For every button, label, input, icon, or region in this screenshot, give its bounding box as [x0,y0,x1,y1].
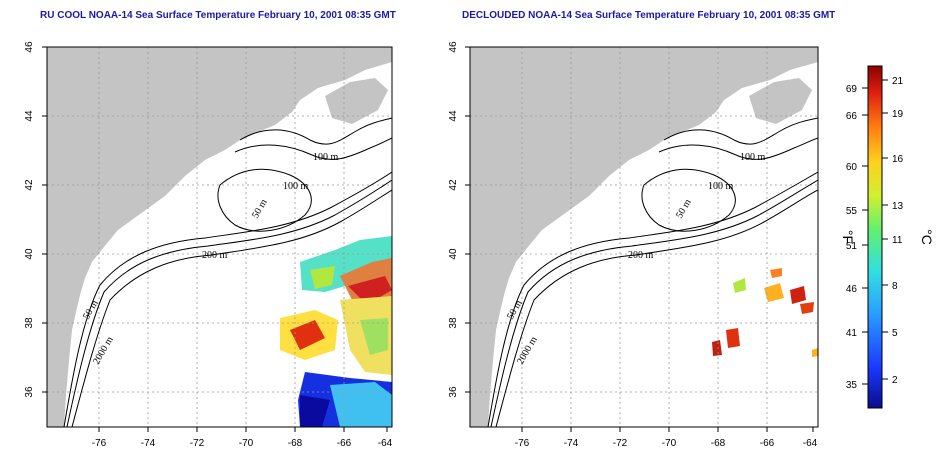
x-tick-label: -76 [515,438,530,449]
colorbar-tick-label-c: 2 [892,375,898,386]
panel-title-left: RU COOL NOAA-14 Sea Surface Temperature … [40,10,396,21]
y-tick-label: 36 [24,386,35,398]
colorbar-celsius-ticks: 21 19 16 13 11 8 5 2 [892,76,904,386]
y-tick-label: 42 [24,179,35,191]
colorbar-tick-label-c: 16 [892,154,904,165]
map-frame [46,46,393,428]
colorbar-tick-label-f: 51 [846,241,858,252]
colorbar-tick-label-f: 41 [846,328,858,339]
x-tick-label: -74 [564,438,579,449]
colorbar-gradient [867,65,883,409]
contour-label-200m: 200 m [628,250,654,261]
contour-label-100m-central: 100 m [708,181,734,192]
x-tick-label: -68 [711,438,726,449]
bathymetry-contours [63,117,392,427]
y-tick-label: 44 [448,110,459,122]
colorbar-tick-label-c: 5 [892,328,898,339]
y-tick-label: 36 [448,386,459,398]
sst-patch-cluster [280,236,392,427]
colorbar-tick-label-f: 66 [846,111,858,122]
colorbar-tick-label-c: 8 [892,281,898,292]
land-mass [470,47,818,427]
colorbar-fahrenheit-ticks: 69 66 60 55 51 46 41 35 [846,84,858,391]
x-tick-label: -64 [378,438,393,449]
bathymetry-contours [487,117,818,427]
y-tick-label: 42 [448,179,459,191]
colorbar-unit-celsius: °C [919,229,935,245]
colorbar-tick-label-f: 55 [846,206,858,217]
x-tick-label: -66 [760,438,775,449]
y-tick-label: 40 [448,248,459,260]
x-axis: -76 -74 -72 -70 -68 -66 -64 [92,427,393,449]
colorbar-tick-label-f: 46 [846,284,858,295]
x-tick-label: -70 [662,438,677,449]
grid-lines [470,47,818,427]
y-tick-label: 38 [448,317,459,329]
contour-label-200m: 200 m [202,250,228,261]
x-tick-label: -66 [337,438,352,449]
colorbar-tick-label-c: 21 [892,76,904,87]
y-tick-label: 46 [24,41,35,53]
x-tick-label: -72 [190,438,205,449]
y-axis: 46 44 42 40 38 36 [448,41,470,398]
x-tick-label: -72 [613,438,628,449]
contour-label-100m-central: 100 m [283,181,309,192]
y-tick-label: 44 [24,110,35,122]
grid-lines [47,47,392,427]
map-panel-right: 100 m 100 m 50 m 200 m 50 m 2000 m -76 -… [448,41,819,449]
colorbar-tick-label-c: 11 [892,235,903,246]
sst-patch-cluster [712,268,818,357]
colorbar: 69 66 60 55 51 46 41 35 21 19 16 13 11 8… [840,65,935,409]
x-tick-label: -74 [141,438,156,449]
y-axis: 46 44 42 40 38 36 [24,41,47,398]
y-tick-label: 38 [24,317,35,329]
x-axis: -76 -74 -72 -70 -68 -66 -64 [515,427,818,449]
x-tick-label: -70 [239,438,254,449]
colorbar-tick-label-f: 69 [846,84,858,95]
land-mass [47,47,392,427]
contour-label-100m-north: 100 m [740,152,766,163]
x-tick-label: -64 [803,438,818,449]
y-tick-label: 46 [448,41,459,53]
map-panel-left: 100 m 100 m 50 m 200 m 50 m 2000 m -76 -… [24,41,393,449]
y-tick-label: 40 [24,248,35,260]
colorbar-tick-label-f: 60 [846,162,858,173]
colorbar-tick-label-c: 13 [892,201,904,212]
map-frame [469,46,819,428]
colorbar-unit-fahrenheit: °F [840,230,856,244]
x-tick-label: -68 [288,438,303,449]
x-tick-label: -76 [92,438,107,449]
contour-label-100m-north: 100 m [313,152,339,163]
colorbar-tick-label-c: 19 [892,109,904,120]
colorbar-tick-label-f: 35 [846,380,858,391]
panel-title-right: DECLOUDED NOAA-14 Sea Surface Temperatur… [462,10,836,21]
